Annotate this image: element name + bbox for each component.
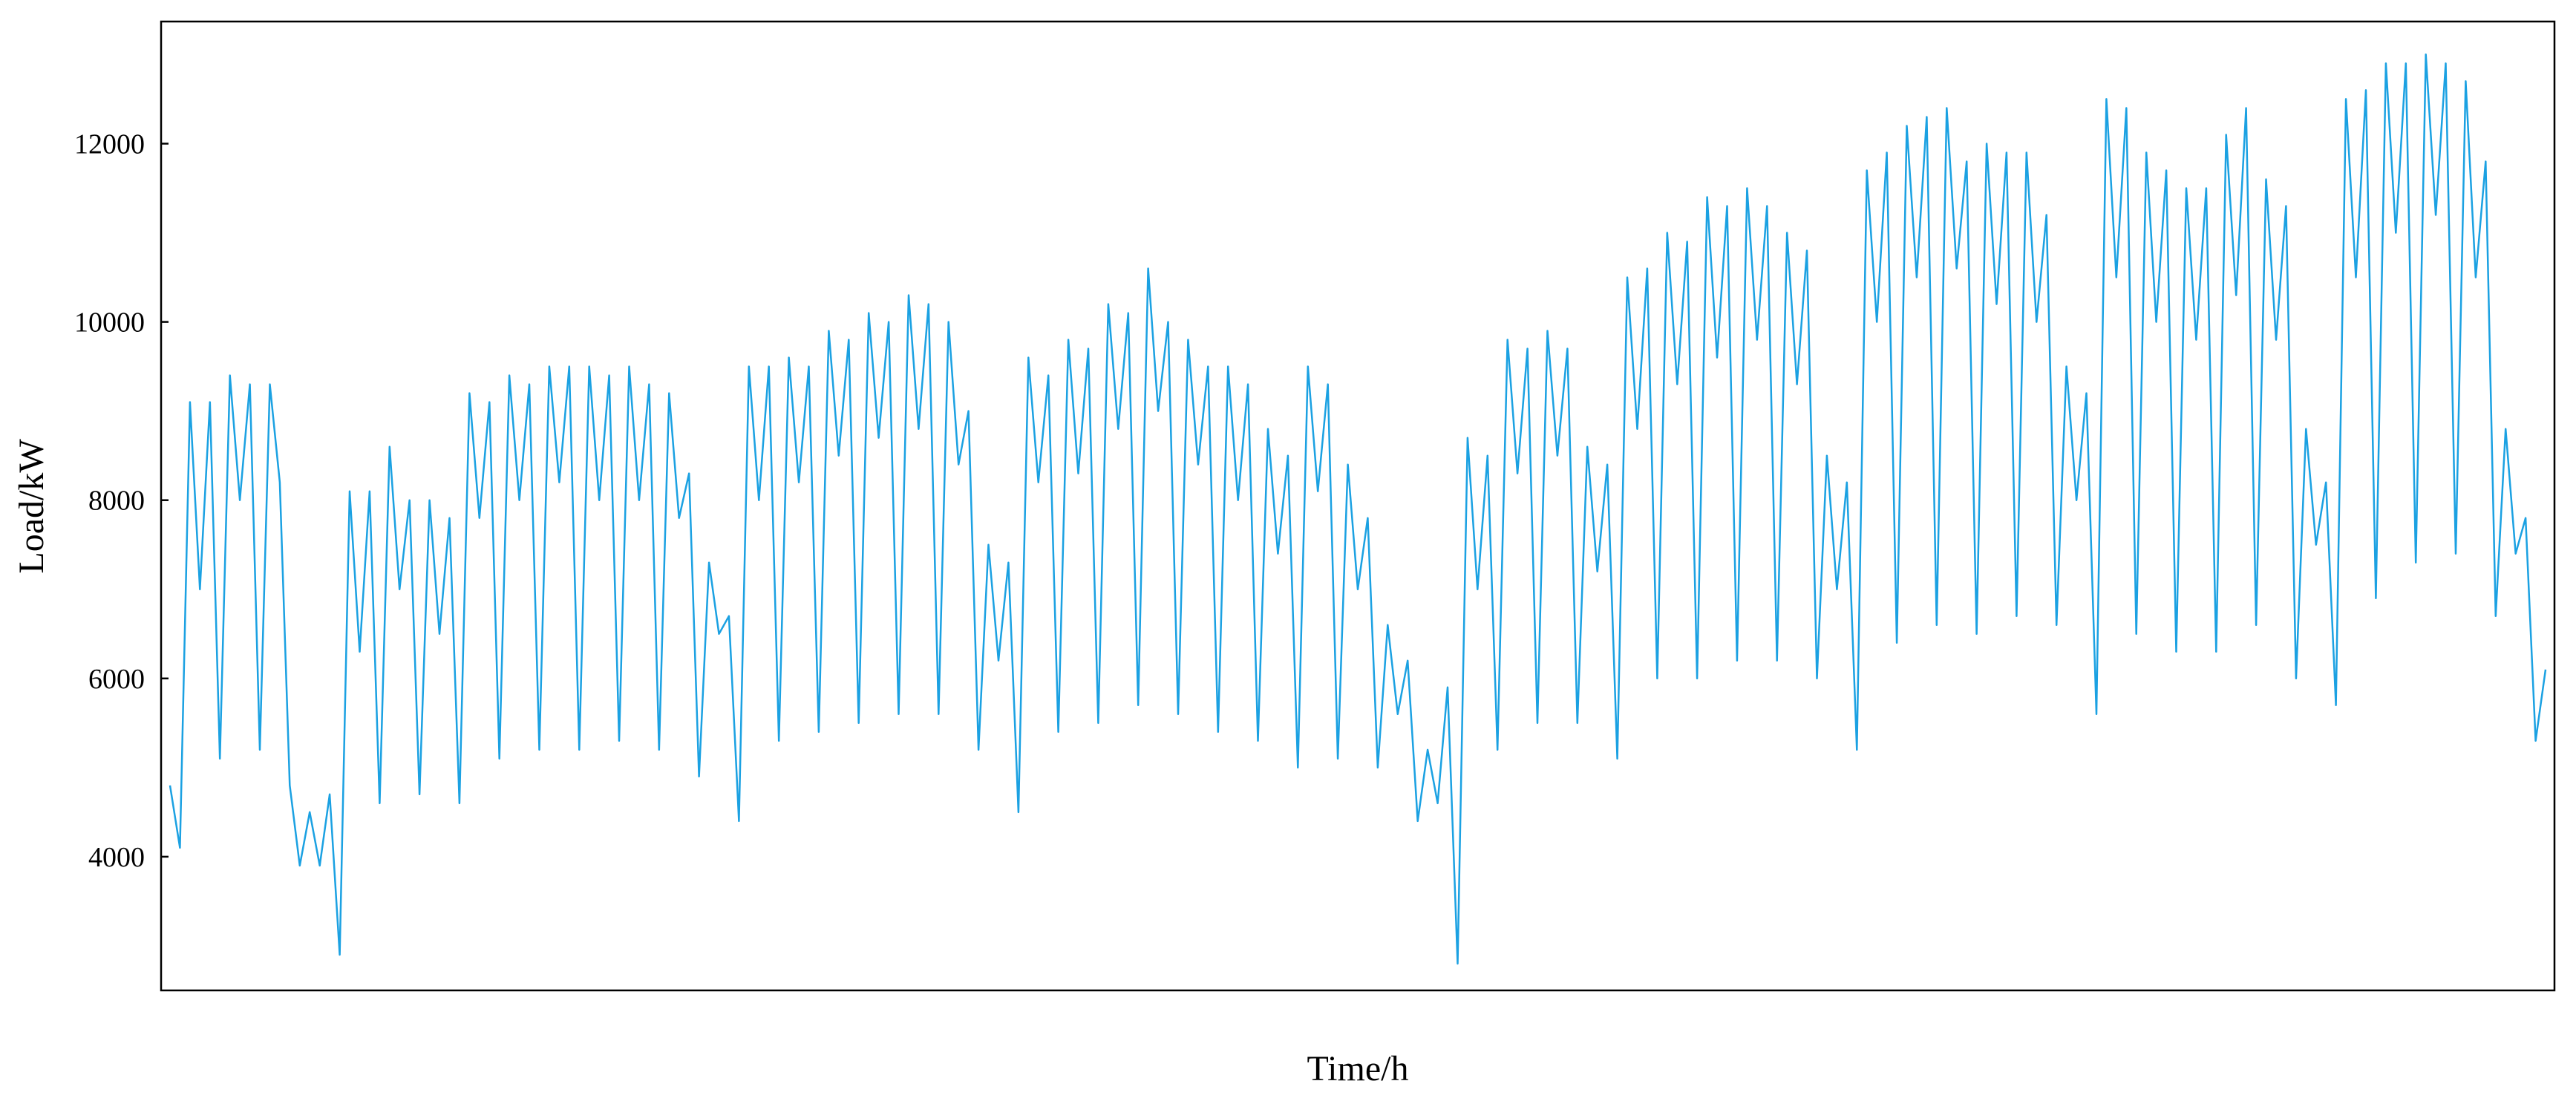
load-line — [169, 53, 2547, 965]
y-axis-label: Load/kW — [12, 439, 51, 574]
x-axis-label: Time/h — [1307, 1049, 1409, 1088]
y-tick-label: 8000 — [88, 486, 145, 517]
y-tick-label: 4000 — [88, 842, 145, 873]
y-tick-label: 10000 — [74, 307, 145, 339]
y-tick-label: 12000 — [74, 128, 145, 160]
plot-frame — [160, 20, 2556, 992]
y-tick-label: 6000 — [88, 664, 145, 695]
